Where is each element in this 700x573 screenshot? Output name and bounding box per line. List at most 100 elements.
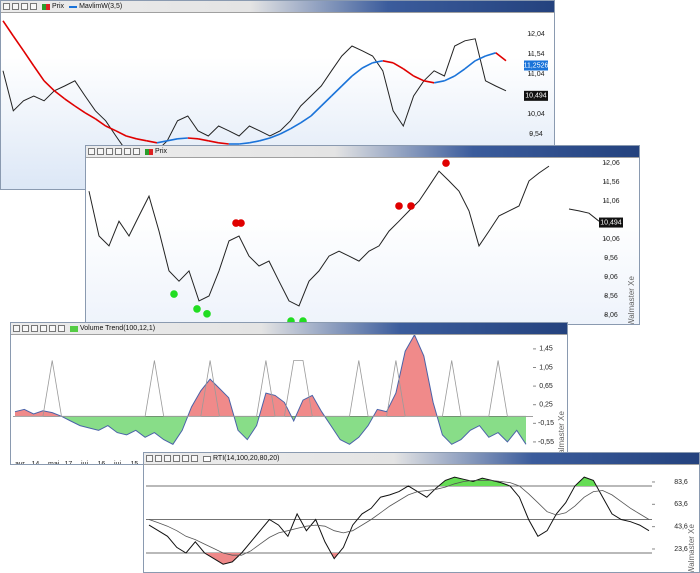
price-box-label: 10,494 xyxy=(525,93,547,100)
y-tick-label: -0,55 xyxy=(538,439,554,446)
signal-dot xyxy=(170,290,178,298)
tool-icon[interactable] xyxy=(133,148,140,155)
tool-icon[interactable] xyxy=(146,455,153,462)
signal-dot xyxy=(193,305,201,313)
line-segment xyxy=(300,115,312,124)
line-segment xyxy=(444,75,456,82)
line-segment xyxy=(187,137,199,140)
positive-area xyxy=(15,334,438,417)
tool-icon[interactable] xyxy=(30,3,37,10)
tool-icon[interactable] xyxy=(97,148,104,155)
line-segment xyxy=(361,62,373,69)
x-tick-label: avr xyxy=(15,461,25,465)
tool-icon[interactable] xyxy=(173,455,180,462)
line-segment xyxy=(320,95,333,107)
line-segment xyxy=(22,50,35,67)
indicator-line xyxy=(15,360,526,417)
line-segment xyxy=(290,122,302,130)
legend-label: MavlimW(3,5) xyxy=(79,3,123,10)
y-tick-label: 8,56 xyxy=(604,293,618,300)
legend-entry[interactable]: Volume Trend(100,12,1) xyxy=(70,325,155,332)
chart: 1,45 1,05 0,65 0,25 -0,15 -0,55 avr 14 mai 17 jui 1… xyxy=(13,333,566,465)
y-tick-label: 8,06 xyxy=(604,312,618,319)
line-segment xyxy=(156,140,168,144)
line-segment xyxy=(64,98,76,107)
line-segment xyxy=(433,80,445,84)
high-fill xyxy=(149,477,649,486)
signal-dot xyxy=(442,159,450,167)
chart: 83,6 63,6 43,6 23,6 Walmaster Xe xyxy=(146,476,696,573)
legend-swatch xyxy=(42,3,50,10)
line-segment xyxy=(197,138,209,142)
y-tick-label: 23,6 xyxy=(674,546,688,553)
tool-icon[interactable] xyxy=(106,148,113,155)
price-box xyxy=(524,90,548,101)
y-tick-label: 10,04 xyxy=(527,111,545,118)
legend-swatch xyxy=(145,148,153,155)
legend-entry[interactable]: Prix xyxy=(42,3,64,10)
y-tick-label: 9,54 xyxy=(529,131,543,138)
line-segment xyxy=(454,68,466,77)
side-label: Walmaster Xe xyxy=(687,523,696,573)
tool-icon[interactable] xyxy=(21,3,28,10)
tool-icon[interactable] xyxy=(13,325,20,332)
tool-icon[interactable] xyxy=(22,325,29,332)
signal-dot xyxy=(203,310,211,318)
y-tick-label: 1,05 xyxy=(539,364,553,371)
tool-icon[interactable] xyxy=(3,3,10,10)
line-segment xyxy=(33,65,45,82)
tool-icon[interactable] xyxy=(124,148,131,155)
legend-label: Prix xyxy=(52,3,65,10)
window: 1,45 1,05 0,65 0,25 -0,15 -0,55 avr 14 mai 17 jui 1… xyxy=(10,322,568,465)
tool-icon[interactable] xyxy=(182,455,189,462)
price-box xyxy=(524,60,548,71)
y-tick-label: 0,65 xyxy=(539,383,553,390)
tool-icon[interactable] xyxy=(12,3,19,10)
line-segment xyxy=(351,67,363,77)
legend-entry[interactable]: Prix xyxy=(145,148,167,155)
line-segment xyxy=(474,55,486,62)
x-tick-label: 14 xyxy=(32,461,40,465)
legend-entry[interactable]: MavlimW(3,5) xyxy=(69,3,122,10)
tool-icon[interactable] xyxy=(191,455,198,462)
indicator-line xyxy=(14,333,527,445)
toolbar: Prix MavlimW(3,5) xyxy=(1,1,554,13)
tool-icon[interactable] xyxy=(155,455,162,462)
line-segment xyxy=(105,125,117,132)
line-segment xyxy=(392,62,404,70)
price-box-label: 11,2526 xyxy=(524,62,549,69)
line-segment xyxy=(146,140,158,144)
toolbar: Prix xyxy=(86,146,639,158)
y-tick-label: 43,6 xyxy=(674,523,688,530)
legend-label: RTI(14,100,20,80,20) xyxy=(213,455,280,462)
chart: 12,04 11,54 11,04 10,04 9,54 11,2526 10,494 xyxy=(2,20,549,157)
line-segment xyxy=(330,85,343,97)
x-tick-label: jui xyxy=(113,461,121,465)
tool-icon[interactable] xyxy=(58,325,65,332)
line-segment xyxy=(382,60,394,64)
tool-icon[interactable] xyxy=(31,325,38,332)
tool-icon[interactable] xyxy=(115,148,122,155)
tool-icon[interactable] xyxy=(88,148,95,155)
line-segment xyxy=(94,118,107,127)
line-segment xyxy=(423,80,435,84)
tool-icon[interactable] xyxy=(164,455,171,462)
line-segment xyxy=(84,112,96,120)
price-box-label: 10,494 xyxy=(600,219,622,226)
legend-label: Prix xyxy=(155,148,168,155)
line-segment xyxy=(495,52,507,62)
legend-entry[interactable]: RTI(14,100,20,80,20) xyxy=(203,455,279,462)
tool-icon[interactable] xyxy=(40,325,47,332)
legend-swatch xyxy=(203,455,211,462)
negative-area xyxy=(15,416,526,445)
toolbar: Volume Trend(100,12,1) xyxy=(11,323,567,335)
side-label: Walmaster Xe xyxy=(557,410,566,460)
line-segment xyxy=(402,68,415,77)
window: 12,06 11,56 11,06 10,06 9,56 9,06 8,56 8,06 10,4… xyxy=(85,145,640,325)
tool-icon[interactable] xyxy=(49,325,56,332)
x-tick-label: 15 xyxy=(131,461,139,465)
y-tick-label: 0,25 xyxy=(539,402,553,409)
line-segment xyxy=(125,135,137,140)
x-tick-label: 16 xyxy=(98,461,106,465)
